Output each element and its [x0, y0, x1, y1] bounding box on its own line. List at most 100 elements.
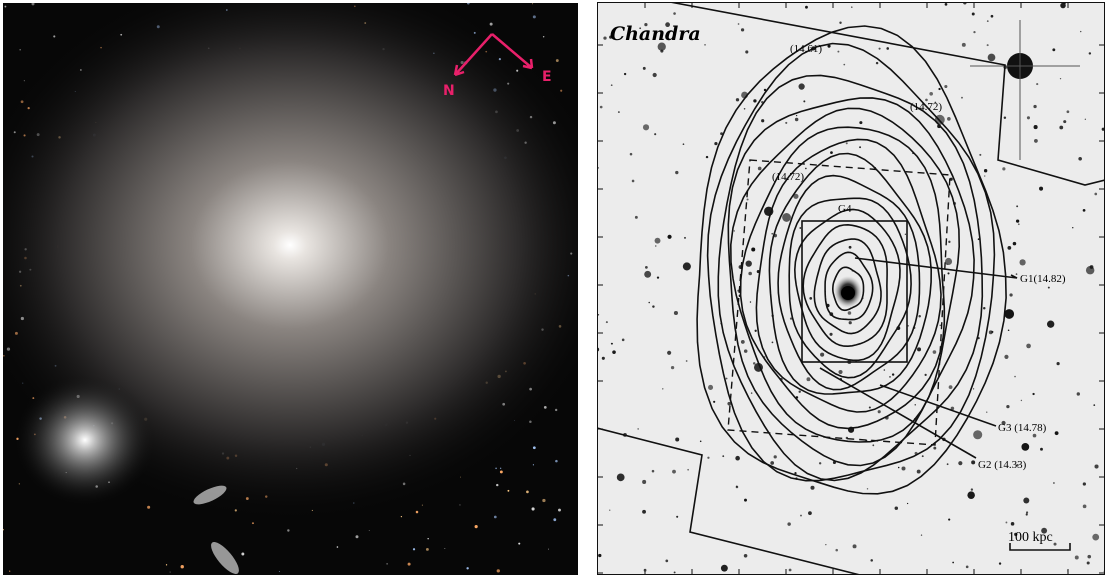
star: [1014, 375, 1016, 378]
star: [18, 483, 20, 485]
contour: [802, 223, 888, 348]
star: [1012, 241, 1017, 246]
star: [687, 468, 689, 471]
star: [1032, 392, 1035, 396]
star: [798, 390, 801, 393]
star: [1036, 83, 1039, 86]
star: [977, 238, 980, 241]
compass: [453, 33, 534, 77]
star: [967, 491, 975, 499]
star: [609, 35, 613, 39]
contour-label: (14.72): [772, 171, 804, 183]
star: [1066, 110, 1070, 114]
star: [660, 49, 664, 53]
star: [735, 98, 740, 102]
star: [872, 444, 875, 447]
star: [427, 537, 429, 540]
star: [870, 559, 873, 562]
star: [917, 347, 922, 352]
chandra-map: Chandra (14.61) (14.72) (14.72) G4 G1(14…: [597, 2, 1105, 575]
star: [1082, 504, 1087, 509]
star: [4, 5, 7, 8]
star: [748, 271, 752, 276]
star: [1004, 354, 1009, 359]
star: [667, 234, 672, 239]
star: [901, 466, 906, 471]
star: [835, 548, 838, 552]
star: [642, 124, 650, 131]
star: [847, 311, 852, 315]
star: [407, 562, 411, 566]
star: [986, 20, 989, 23]
star: [1060, 2, 1066, 9]
star: [1005, 521, 1008, 524]
star: [629, 152, 633, 156]
star: [1047, 286, 1050, 289]
contour: [729, 107, 961, 443]
star: [950, 406, 955, 411]
star: [644, 270, 652, 278]
contour-label: (14.72): [910, 101, 942, 113]
contour-label: (14.61): [790, 43, 822, 55]
star: [983, 169, 988, 173]
star: [757, 166, 762, 171]
star: [948, 385, 953, 389]
star: [1021, 442, 1030, 451]
field-outlines: [597, 2, 1105, 575]
star: [652, 72, 657, 78]
star: [733, 230, 735, 232]
star: [1086, 561, 1090, 565]
star: [932, 350, 937, 354]
star: [745, 50, 749, 54]
star: [603, 36, 607, 40]
star: [859, 146, 862, 149]
star: [599, 105, 603, 109]
star: [610, 342, 613, 345]
star: [3, 528, 4, 531]
star: [763, 88, 767, 92]
star: [904, 233, 906, 235]
star: [998, 562, 1002, 565]
star: [1007, 329, 1010, 332]
star: [355, 535, 359, 539]
star: [555, 459, 558, 463]
star: [1078, 157, 1082, 161]
title: Chandra: [610, 23, 701, 45]
star: [883, 369, 886, 371]
star: [851, 6, 853, 8]
star: [725, 377, 728, 380]
star: [805, 5, 808, 9]
star: [1076, 392, 1080, 396]
star: [444, 548, 446, 550]
star: [1009, 293, 1013, 297]
star: [642, 479, 647, 484]
star: [601, 356, 605, 360]
star: [672, 469, 676, 474]
star: [1033, 104, 1037, 109]
star: [798, 83, 805, 90]
star: [609, 509, 611, 511]
star: [1007, 245, 1012, 250]
star: [656, 276, 660, 279]
star: [1017, 223, 1020, 226]
star: [744, 498, 747, 502]
star: [673, 571, 676, 574]
star: [699, 440, 702, 443]
galaxy-glow: [15, 375, 155, 505]
contour: [831, 266, 865, 312]
star: [868, 406, 871, 409]
star: [657, 42, 666, 51]
star: [740, 28, 745, 32]
star: [400, 515, 403, 518]
star: [749, 301, 752, 303]
star: [685, 360, 688, 362]
galaxy: [211, 542, 239, 574]
star: [944, 257, 953, 265]
star: [1052, 48, 1056, 52]
star: [770, 461, 775, 465]
star: [704, 44, 706, 46]
star: [1054, 431, 1059, 436]
star: [771, 232, 774, 235]
star: [789, 317, 793, 320]
star: [720, 132, 724, 136]
